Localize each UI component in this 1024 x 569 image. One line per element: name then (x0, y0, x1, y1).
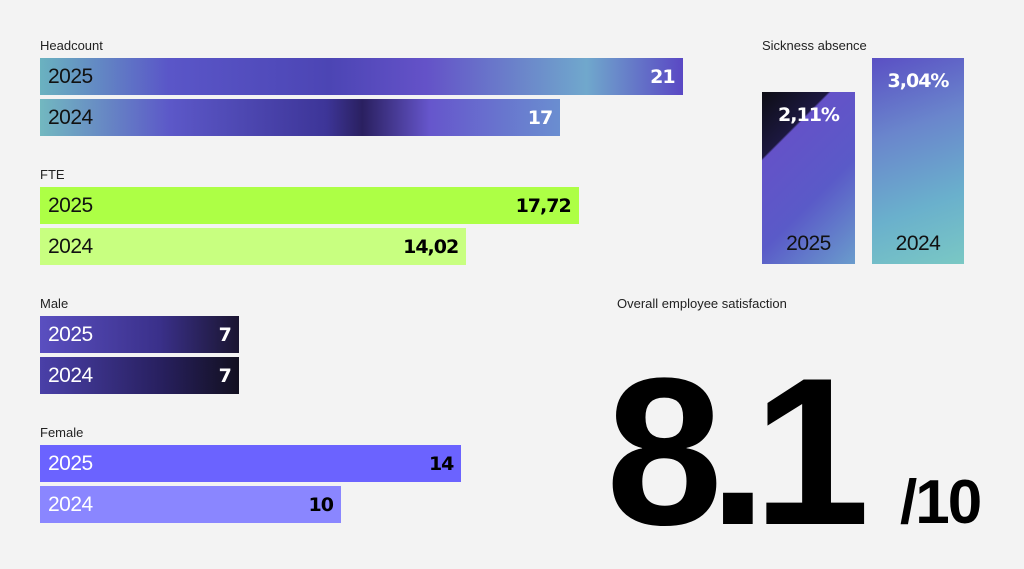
male-bar-2025: 2025 7 (40, 316, 239, 353)
bar-value: 14,02 (403, 235, 459, 258)
headcount-bar-2025: 2025 21 (40, 58, 683, 95)
sickness-bar-2025: 2,11% 2025 (762, 91, 855, 264)
satisfaction-title: Overall employee satisfaction (617, 296, 787, 311)
female-bar-2025: 2025 14 (40, 445, 462, 482)
bar-value: 14 (428, 452, 454, 475)
male-bar-2024: 2024 7 (40, 357, 239, 394)
bar-value: 17 (527, 106, 553, 129)
satisfaction-scale: /10 (900, 468, 982, 537)
bar-year: 2025 (48, 64, 93, 88)
bar-year: 2024 (48, 363, 93, 387)
bar-year: 2024 (48, 234, 93, 258)
bar-value: 10 (308, 493, 334, 516)
bar-year: 2024 (48, 492, 93, 516)
female-bar-2024: 2024 10 (40, 486, 341, 523)
bar-value: 21 (650, 65, 675, 88)
headcount-title: Headcount (40, 38, 103, 53)
bar-value: 7 (218, 364, 232, 387)
bar-value: 3,04% (887, 69, 950, 92)
bar-value: 2,11% (778, 103, 840, 126)
fte-bar-2024: 2024 14,02 (40, 228, 467, 265)
bar-value: 17,72 (515, 194, 572, 217)
male-title: Male (40, 296, 69, 311)
bar-year: 2025 (48, 322, 93, 346)
bar-year: 2025 (48, 193, 93, 217)
fte-title: FTE (40, 167, 65, 182)
satisfaction-score: 8.1 (606, 334, 870, 569)
female-title: Female (40, 425, 84, 440)
bar-year: 2024 (48, 105, 93, 129)
bar-year: 2025 (48, 451, 93, 475)
sickness-bar-2024: 3,04% 2024 (872, 57, 964, 264)
bar-year: 2025 (786, 232, 831, 255)
fte-bar-2025: 2025 17,72 (40, 187, 579, 224)
bar-value: 7 (218, 323, 232, 346)
headcount-bar-2024: 2024 17 (40, 99, 561, 136)
bar-year: 2024 (895, 232, 941, 255)
sickness-title: Sickness absence (762, 38, 867, 53)
